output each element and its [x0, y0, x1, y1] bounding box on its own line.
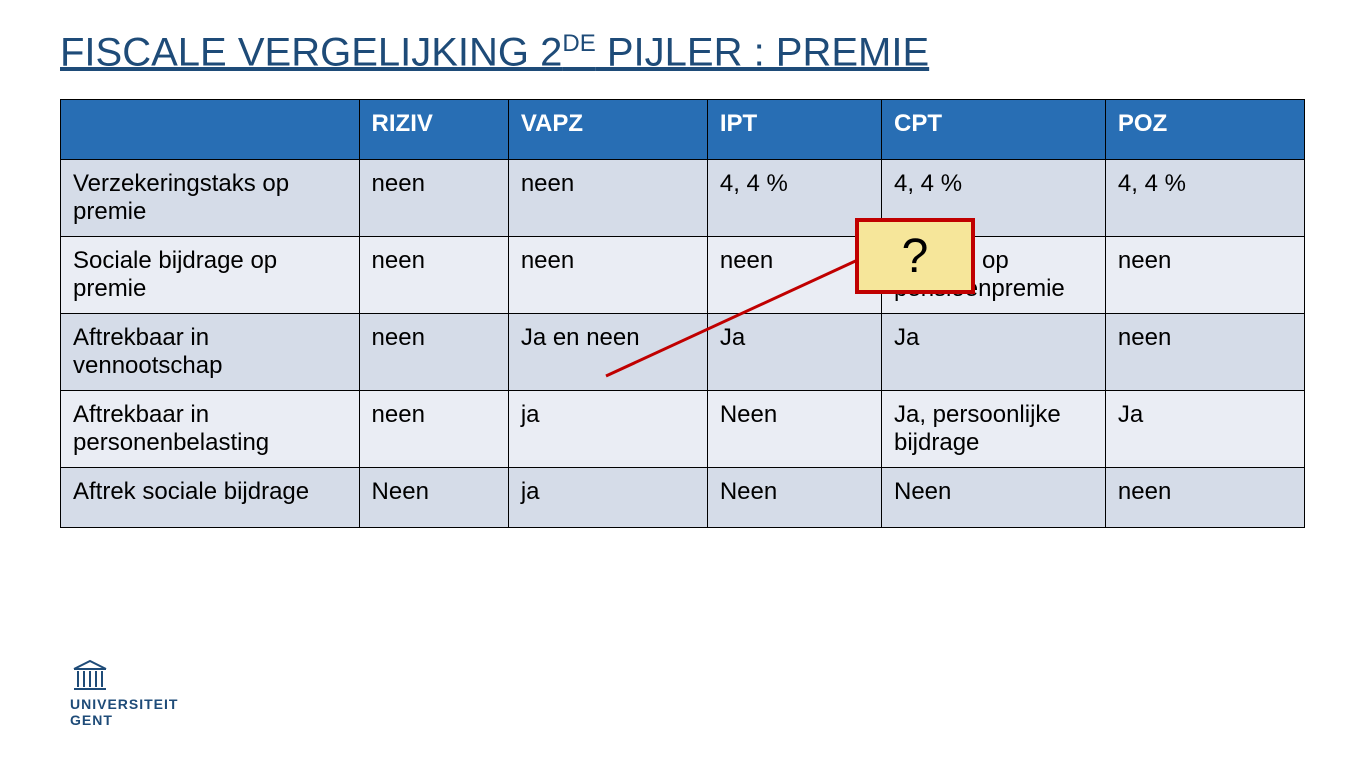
comparison-table: RIZIV VAPZ IPT CPT POZ Verzekeringstaks …	[60, 99, 1305, 528]
table-row: Aftrekbaar in personenbelasting neen ja …	[61, 391, 1305, 468]
logo-text-line2: GENT	[70, 713, 178, 728]
col-header-riziv: RIZIV	[359, 100, 508, 160]
col-header-cpt: CPT	[882, 100, 1106, 160]
logo-text-line1: UNIVERSITEIT	[70, 697, 178, 712]
callout-text: ?	[902, 229, 929, 284]
question-callout: ?	[855, 218, 975, 294]
cell: 4, 4 %	[1105, 160, 1304, 237]
col-header-blank	[61, 100, 360, 160]
cell: ja	[508, 391, 707, 468]
col-header-ipt: IPT	[707, 100, 881, 160]
cell: Neen	[359, 468, 508, 528]
row-label: Verzekeringstaks op premie	[61, 160, 360, 237]
cell: ja	[508, 468, 707, 528]
row-label: Aftrekbaar in vennootschap	[61, 314, 360, 391]
cell: neen	[508, 237, 707, 314]
cell: Ja, persoonlijke bijdrage	[882, 391, 1106, 468]
col-header-poz: POZ	[1105, 100, 1304, 160]
cell: Neen	[707, 468, 881, 528]
slide-title: FISCALE VERGELIJKING 2DE PIJLER : PREMIE	[60, 30, 1305, 75]
cell: neen	[359, 237, 508, 314]
ugent-building-icon	[70, 659, 178, 693]
cell: Neen	[882, 468, 1106, 528]
table-row: Aftrek sociale bijdrage Neen ja Neen Nee…	[61, 468, 1305, 528]
cell: neen	[1105, 468, 1304, 528]
table-row: Sociale bijdrage op premie neen neen nee…	[61, 237, 1305, 314]
cell: Ja	[707, 314, 881, 391]
row-label: Aftrekbaar in personenbelasting	[61, 391, 360, 468]
cell: neen	[1105, 314, 1304, 391]
university-logo: UNIVERSITEIT GENT	[70, 659, 178, 728]
cell: neen	[359, 314, 508, 391]
cell: neen	[1105, 237, 1304, 314]
table-row: Aftrekbaar in vennootschap neen Ja en ne…	[61, 314, 1305, 391]
cell: neen	[359, 391, 508, 468]
row-label: Aftrek sociale bijdrage	[61, 468, 360, 528]
cell: neen	[508, 160, 707, 237]
table-row: Verzekeringstaks op premie neen neen 4, …	[61, 160, 1305, 237]
table-header-row: RIZIV VAPZ IPT CPT POZ	[61, 100, 1305, 160]
cell: neen	[359, 160, 508, 237]
col-header-vapz: VAPZ	[508, 100, 707, 160]
cell: Ja	[1105, 391, 1304, 468]
cell: Neen	[707, 391, 881, 468]
cell: Ja en neen	[508, 314, 707, 391]
row-label: Sociale bijdrage op premie	[61, 237, 360, 314]
cell: Ja	[882, 314, 1106, 391]
